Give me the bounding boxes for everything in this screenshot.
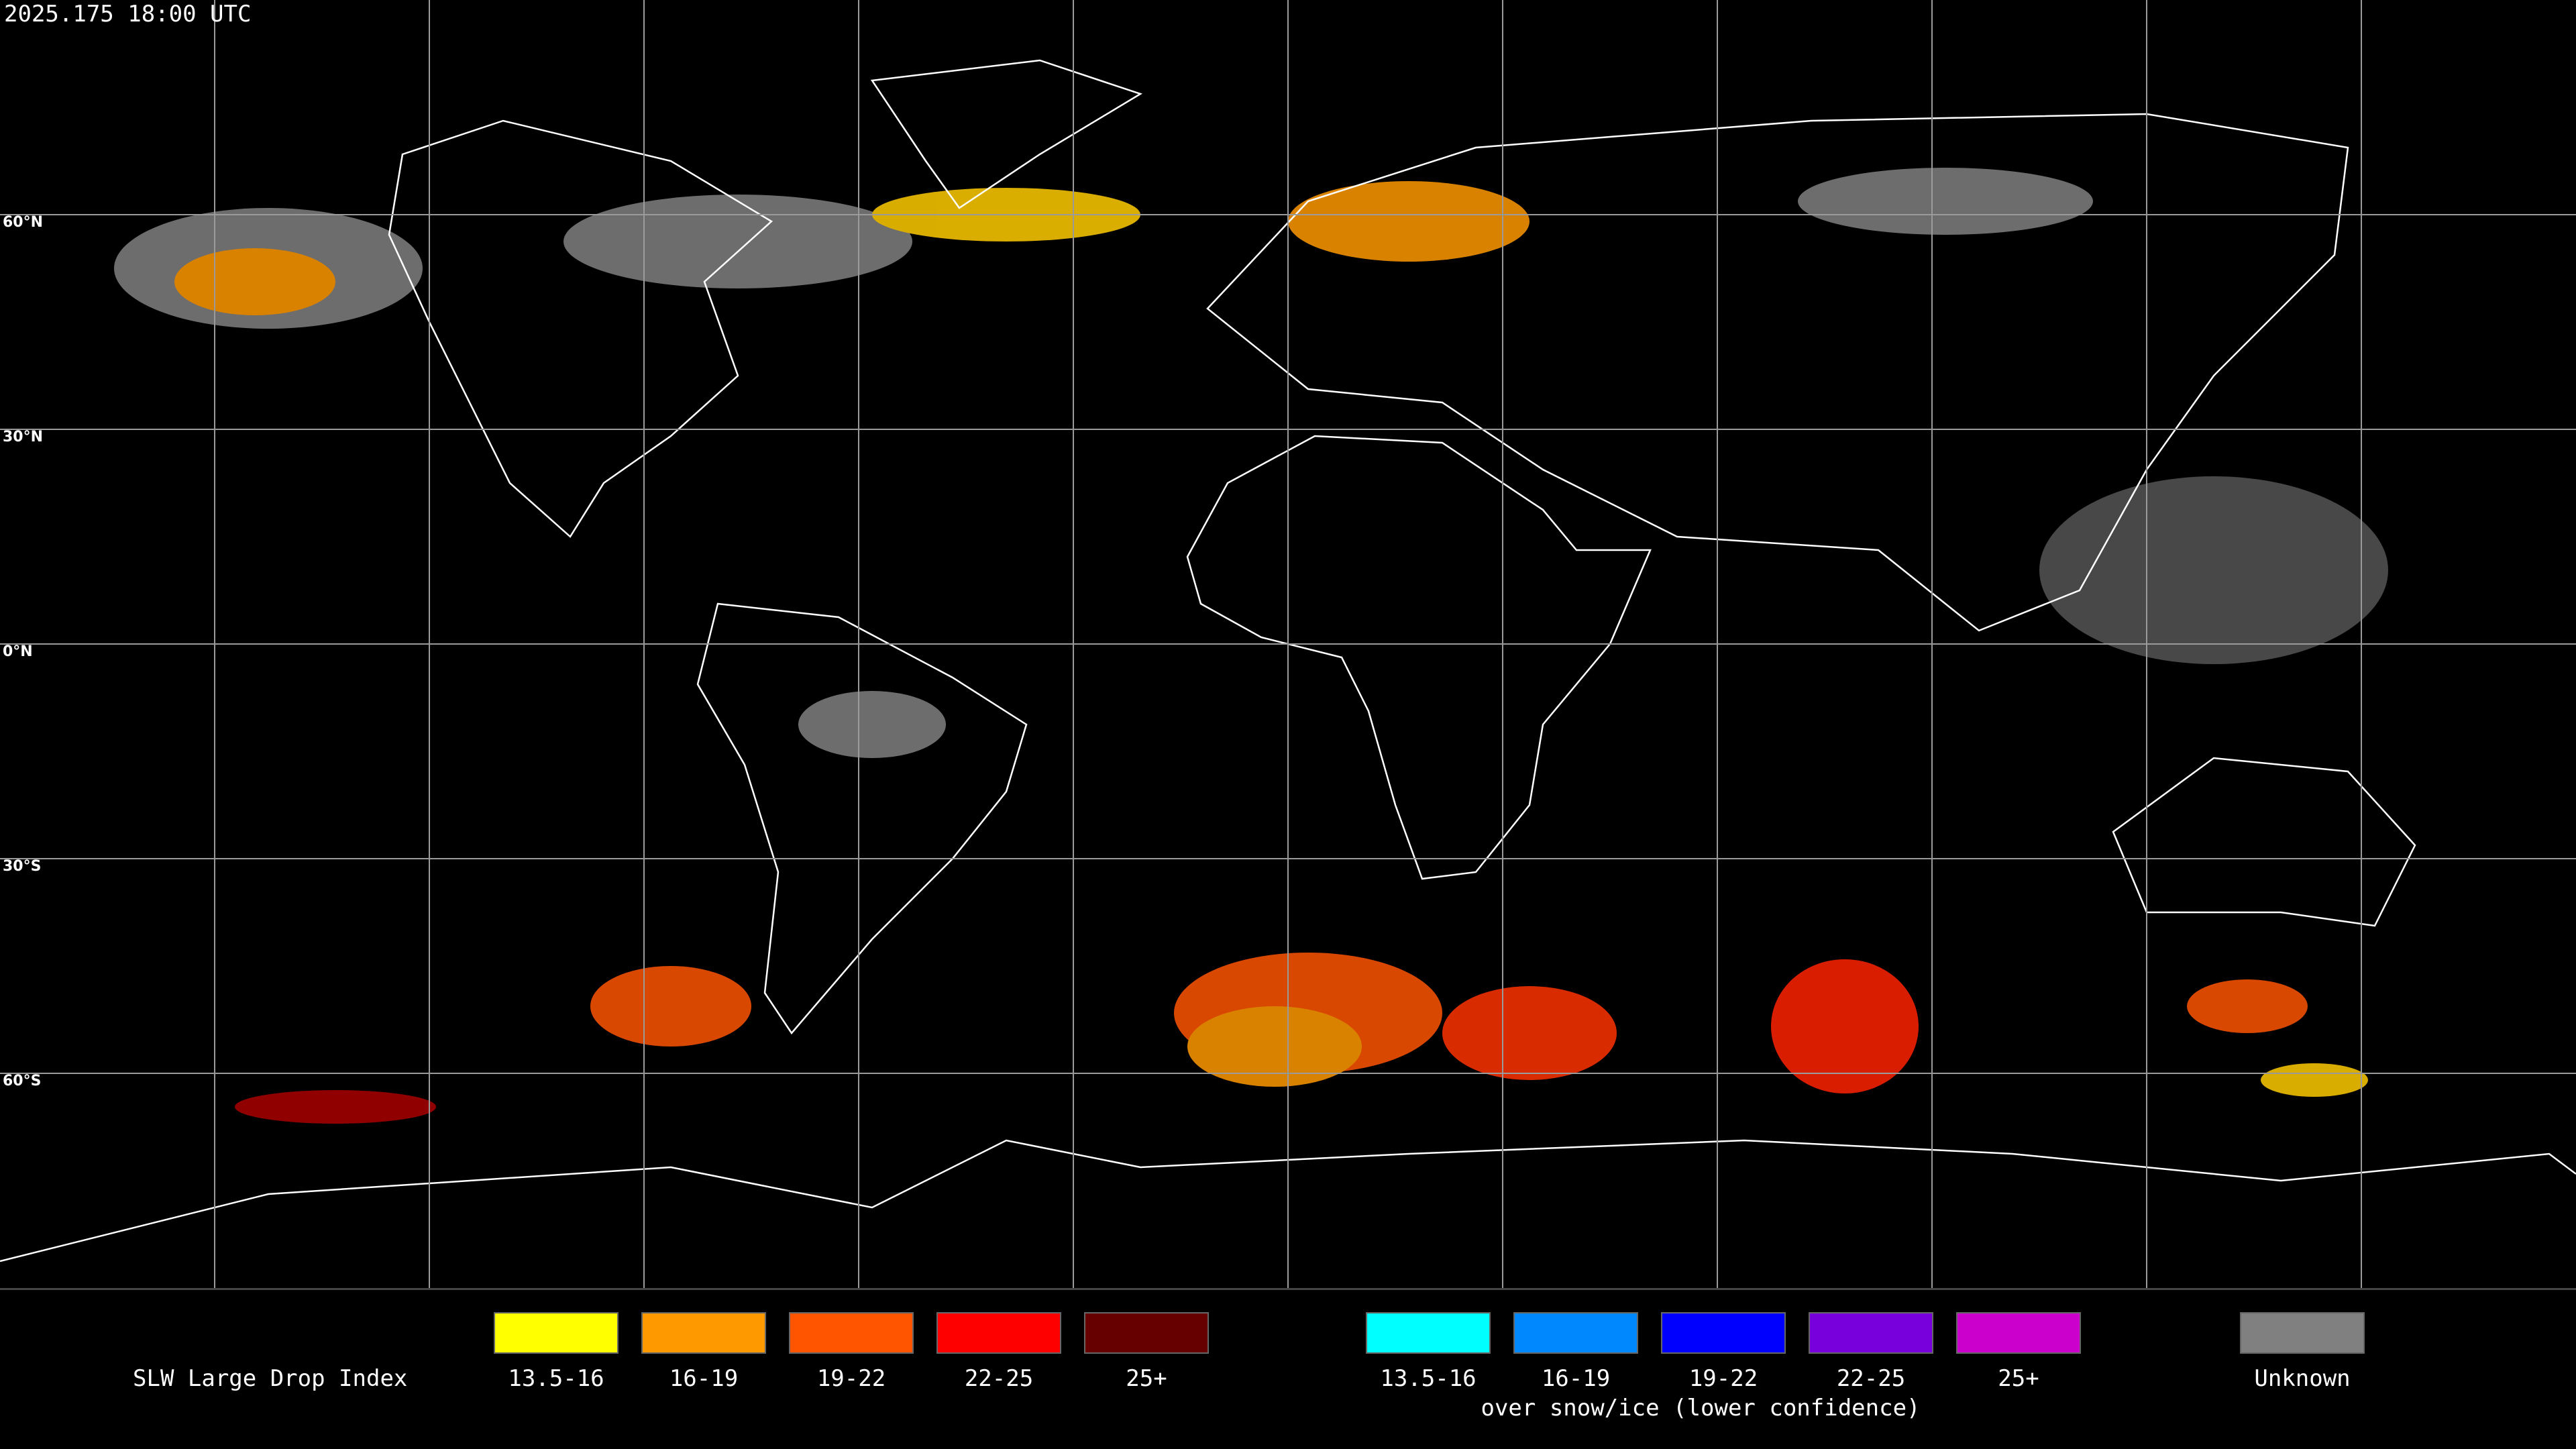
patch [1442, 986, 1617, 1080]
coastline [388, 119, 773, 538]
legend-label: 22-25 [965, 1365, 1033, 1392]
legend: SLW Large Drop Index over snow/ice (lowe… [133, 1312, 2365, 1421]
snow-note: over snow/ice (lower confidence) [1481, 1395, 1920, 1421]
legend-swatch [936, 1312, 1061, 1354]
legend-label: 19-22 [1689, 1365, 1758, 1392]
legend-swatch [1084, 1312, 1209, 1354]
patch [798, 691, 946, 758]
legend-separator [0, 1288, 2576, 1290]
legend-swatch [1809, 1312, 1933, 1354]
legend-swatch [1366, 1312, 1491, 1354]
patch [2039, 476, 2388, 664]
coastline [696, 602, 1028, 1035]
patch [1288, 181, 1529, 262]
legend-swatch [789, 1312, 914, 1354]
legend-swatch [1956, 1312, 2081, 1354]
timestamp: 2025.175 18:00 UTC [4, 1, 251, 28]
latitude-label: 0°N [3, 643, 33, 660]
patch [235, 1090, 436, 1124]
patch [2187, 979, 2308, 1033]
patch [1798, 168, 2093, 235]
legend-swatch [494, 1312, 619, 1354]
patch [1187, 1006, 1362, 1087]
coastlines [0, 59, 2576, 1263]
latitude-label: 60°N [3, 214, 43, 231]
legend-swatch [1513, 1312, 1638, 1354]
latitude-label: 60°S [3, 1073, 41, 1089]
legend-swatch [1661, 1312, 1786, 1354]
patch [2261, 1063, 2368, 1097]
legend-swatch [2240, 1312, 2365, 1354]
patch [590, 966, 751, 1046]
legend-label: 16-19 [1542, 1365, 1610, 1392]
coastline [870, 59, 1142, 209]
coastline [0, 1139, 2576, 1263]
coastline [2112, 757, 2416, 927]
legend-title: SLW Large Drop Index [133, 1365, 407, 1392]
graticule: 60°N 30°N 0°N 30°S 60°S [0, 0, 2576, 1288]
legend-label: 22-25 [1837, 1365, 1905, 1392]
legend-label: 19-22 [817, 1365, 885, 1392]
legend-label: 25+ [1126, 1365, 1167, 1392]
coastline [1186, 435, 1652, 880]
legend-label: Unknown [2254, 1365, 2350, 1392]
latitude-label: 30°S [3, 858, 41, 875]
legend-label: 13.5-16 [508, 1365, 604, 1392]
patch [174, 248, 335, 315]
latitude-label: 30°N [3, 429, 43, 445]
legend-label: 25+ [1998, 1365, 2039, 1392]
patch [564, 195, 912, 288]
legend-label: 16-19 [669, 1365, 738, 1392]
legend-swatch [641, 1312, 766, 1354]
patch [1771, 959, 1919, 1093]
legend-label: 13.5-16 [1380, 1365, 1476, 1392]
